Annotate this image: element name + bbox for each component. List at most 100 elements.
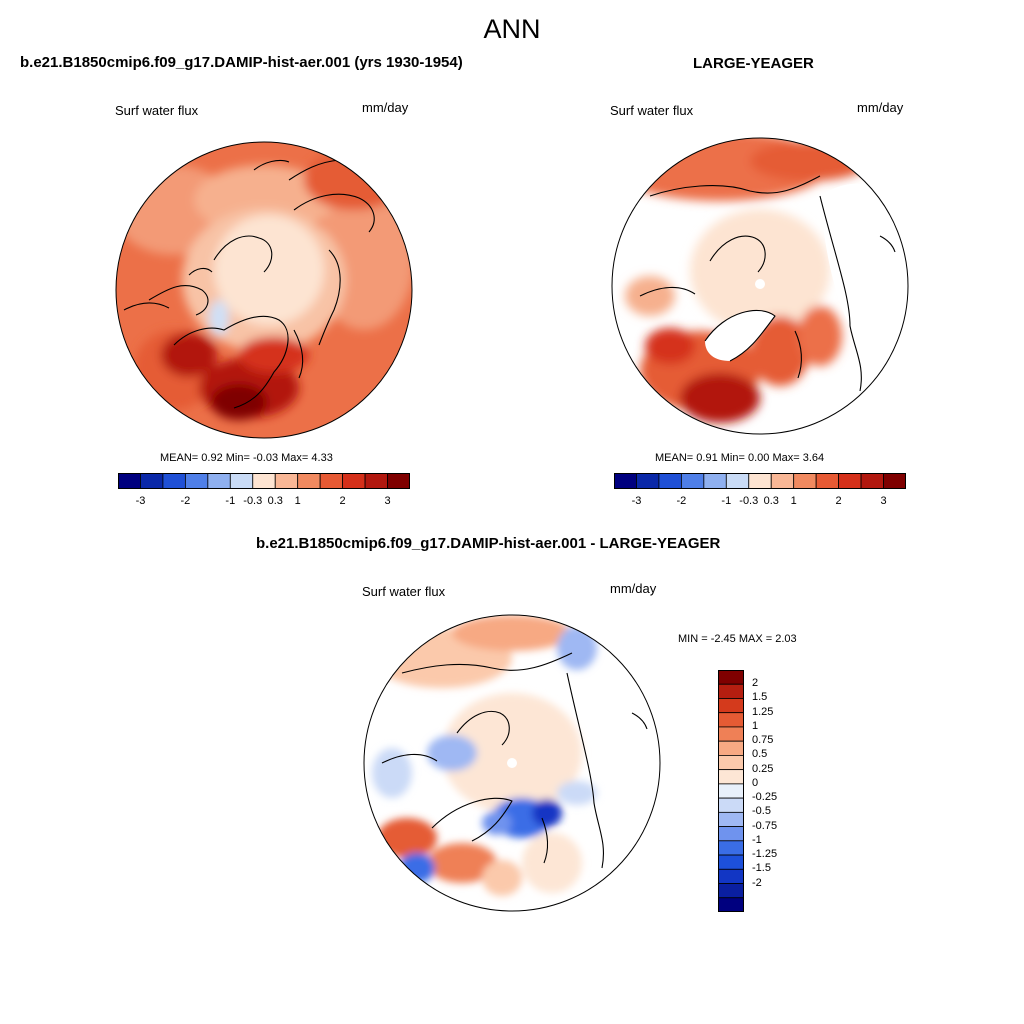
colorbar-swatch <box>718 712 744 728</box>
panel1-units: mm/day <box>362 100 409 115</box>
colorbar-tick-label: 1.5 <box>752 691 768 704</box>
colorbar-swatch <box>815 473 840 489</box>
panel2-min-value: 0.00 <box>747 452 770 464</box>
colorbar-swatch <box>748 473 772 489</box>
colorbar-swatch <box>718 683 744 699</box>
panel1-mean-value: 0.92 <box>201 452 223 464</box>
colorbar-tick-label: -0.3 <box>739 495 759 507</box>
colorbar-swatch <box>658 473 682 489</box>
panel2-units: mm/day <box>857 100 904 115</box>
colorbar-swatch <box>718 897 744 912</box>
colorbar-swatch <box>680 473 705 489</box>
colorbar-tick-label: -1.25 <box>752 848 778 861</box>
panel1-colorbar <box>118 473 410 489</box>
panel2-polar-map <box>611 137 909 435</box>
colorbar-swatch <box>718 769 744 785</box>
panel3-stats: MIN = -2.45 MAX = 2.03 <box>678 633 797 645</box>
colorbar-swatch <box>793 473 817 489</box>
colorbar-swatch <box>274 473 299 489</box>
colorbar-tick-label: 3 <box>384 495 391 507</box>
colorbar-tick-label: 3 <box>880 495 887 507</box>
panel2-mean-label: MEAN= <box>655 452 694 464</box>
colorbar-swatch <box>364 473 388 489</box>
panel2-colorbar <box>614 473 906 489</box>
colorbar-tick-label: 1.25 <box>752 705 774 718</box>
colorbar-outline <box>118 473 410 489</box>
panel1-min-value: -0.03 <box>252 452 279 464</box>
colorbar-tick-label: 1 <box>752 719 759 732</box>
panel2-stats: MEAN= 0.91 Min= 0.00 Max= 3.64 <box>655 452 824 464</box>
colorbar-swatch <box>718 811 744 827</box>
colorbar-swatch <box>718 783 744 799</box>
colorbar-swatch <box>387 473 410 489</box>
colorbar-swatch <box>319 473 344 489</box>
colorbar-swatch <box>718 740 744 756</box>
colorbar-swatch <box>718 726 744 742</box>
colorbar-swatch <box>718 826 744 842</box>
colorbar-swatch <box>718 755 744 771</box>
panel3-polar-map <box>363 614 661 912</box>
colorbar-swatch <box>636 473 660 489</box>
colorbar-swatch <box>118 473 141 489</box>
colorbar-tick-label: -2 <box>180 495 191 507</box>
panel1-mean-label: MEAN= <box>160 452 199 464</box>
panel3-min-value: -2.45 <box>710 633 736 645</box>
colorbar-swatch <box>229 473 254 489</box>
main-title: ANN <box>483 14 541 44</box>
colorbar-swatch <box>718 670 744 685</box>
panel3-colorbar-labels: 2 1.5 1.25 1 0.75 0.5 0.25 0 -0.25 -0.5 -0.75 -1 -1.… <box>752 670 812 912</box>
colorbar-swatch <box>140 473 164 489</box>
colorbar-tick-label: 0.3 <box>763 495 779 507</box>
colorbar-tick-label: 0.5 <box>752 748 768 761</box>
panel2-colorbar-labels: -3 -2 -1 -0.3 0.3 1 2 3 <box>614 495 906 509</box>
colorbar-tick-label: 1 <box>294 495 301 507</box>
colorbar-tick-label: -1 <box>752 833 762 846</box>
panel1-colorbar-labels: -3 -2 -1 -0.3 0.3 1 2 3 <box>118 495 410 509</box>
colorbar-swatch <box>718 840 744 856</box>
colorbar-tick-label: -0.25 <box>752 791 778 804</box>
panel2-title: LARGE-YEAGER <box>693 55 814 72</box>
colorbar-tick-label: -2 <box>676 495 687 507</box>
colorbar-swatch <box>725 473 750 489</box>
panel1-max-value: 4.33 <box>311 452 333 464</box>
panel1-max-label: Max= <box>281 452 309 464</box>
colorbar-swatch <box>614 473 637 489</box>
colorbar-swatch <box>718 868 744 884</box>
colorbar-swatch <box>718 797 744 813</box>
panel2-variable: Surf water flux <box>610 103 694 118</box>
panel2-mean-value: 0.91 <box>696 452 718 464</box>
colorbar-swatch <box>297 473 321 489</box>
panel1-variable: Surf water flux <box>115 103 199 118</box>
panel2-min-label: Min= <box>720 452 745 464</box>
colorbar-tick-label: 0 <box>752 776 759 789</box>
colorbar-swatch <box>184 473 209 489</box>
panel1-title: b.e21.B1850cmip6.f09_g17.DAMIP-hist-aer.… <box>20 54 463 71</box>
panel3-colorbar <box>718 670 744 912</box>
colorbar-tick-label: -3 <box>135 495 146 507</box>
colorbar-tick-label: -3 <box>631 495 642 507</box>
colorbar-tick-label: 2 <box>835 495 842 507</box>
colorbar-swatch <box>718 854 744 870</box>
colorbar-tick-label: -1.5 <box>752 862 771 875</box>
colorbar-tick-label: -2 <box>752 876 762 889</box>
colorbar-tick-label: -1 <box>721 495 732 507</box>
panel3-variable: Surf water flux <box>362 584 446 599</box>
panel1-polar-map <box>115 141 413 439</box>
panel3-max-value: 2.03 <box>775 633 797 645</box>
panel2-max-value: 3.64 <box>802 452 825 464</box>
colorbar-outline <box>614 473 906 489</box>
colorbar-tick-label: -0.75 <box>752 819 778 832</box>
colorbar-swatch <box>252 473 276 489</box>
panel1-stats: MEAN= 0.92 Min= -0.03 Max= 4.33 <box>160 452 333 464</box>
panel3-title: b.e21.B1850cmip6.f09_g17.DAMIP-hist-aer.… <box>256 535 721 552</box>
colorbar-tick-label: -0.3 <box>243 495 263 507</box>
colorbar-swatch <box>718 698 744 714</box>
panel3-min-label: MIN = <box>678 633 708 645</box>
panel3-units: mm/day <box>610 581 657 596</box>
colorbar-swatch <box>207 473 231 489</box>
colorbar-tick-label: -0.5 <box>752 805 771 818</box>
colorbar-tick-label: 2 <box>752 677 759 690</box>
colorbar-swatch <box>883 473 906 489</box>
colorbar-tick-label: 0.75 <box>752 734 774 747</box>
colorbar-swatch <box>718 883 744 899</box>
